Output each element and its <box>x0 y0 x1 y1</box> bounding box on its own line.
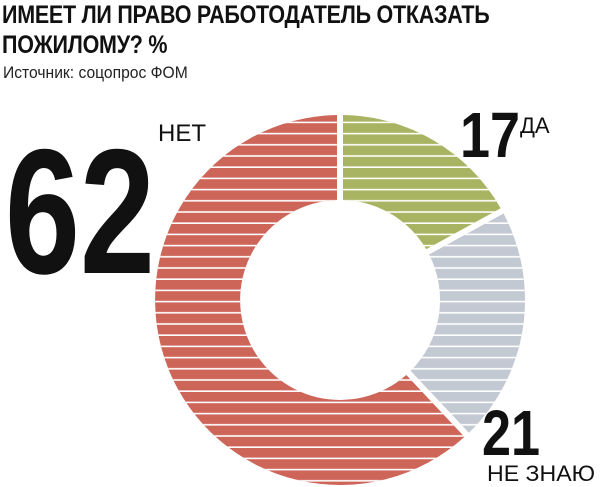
value-label-no: 62 <box>5 113 155 311</box>
value-label-dont-know: 21 <box>482 397 540 469</box>
chart-source: Источник: соцопрос ФОМ <box>3 63 188 82</box>
slice-no-stripes <box>155 115 465 485</box>
category-label-no: НЕТ <box>158 120 206 147</box>
slice-dont-know-stripes <box>410 213 526 433</box>
slice-yes-stripes <box>343 115 501 250</box>
stripe-overlay <box>155 115 526 485</box>
value-label-yes: 17 <box>460 99 520 171</box>
category-label-yes: ДА <box>520 113 550 138</box>
chart-title: ИМЕЕТ ЛИ ПРАВО РАБОТОДАТЕЛЬ ОТКАЗАТЬ ПОЖ… <box>2 1 490 59</box>
category-label-dont-know: НЕ ЗНАЮ <box>487 461 595 486</box>
